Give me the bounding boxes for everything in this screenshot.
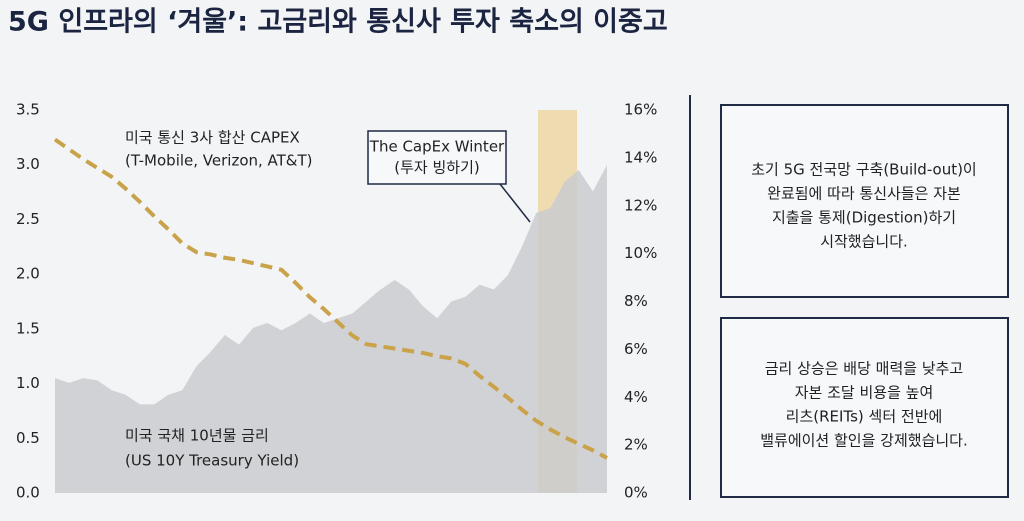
- note-text: 자본 조달 비용을 높여: [795, 384, 934, 402]
- y-tick-label: 2.5: [16, 210, 40, 228]
- y-tick-label: 1.0: [16, 374, 40, 392]
- series-label: 미국 국채 10년물 금리: [125, 427, 269, 445]
- series-label: 미국 통신 3사 합산 CAPEX: [125, 129, 300, 147]
- note-text: 완료됨에 따라 통신사들은 자본: [767, 185, 961, 203]
- note-text: 지출을 통제(Digestion)하기: [772, 209, 956, 227]
- note-box: [720, 317, 1009, 498]
- callout-box: [367, 130, 507, 185]
- title: 5G 인프라의 ‘겨울’: 고금리와 통신사 투자 축소의 이중고: [8, 7, 668, 38]
- y2-tick-label: 14%: [624, 148, 657, 166]
- series-sublabel: (T-Mobile, Verizon, AT&T): [125, 152, 313, 170]
- callout-text: (투자 빙하기): [394, 159, 479, 177]
- note-box: [720, 104, 1009, 298]
- note-text: 초기 5G 전국망 구축(Build-out)이: [751, 161, 977, 179]
- y-tick-label: 1.5: [16, 319, 40, 337]
- note-text: 밸류에이션 할인을 강제했습니다.: [760, 432, 968, 450]
- y-tick-label: 0.5: [16, 429, 40, 447]
- y2-tick-label: 0%: [624, 484, 648, 502]
- y2-tick-label: 2%: [624, 436, 648, 454]
- y2-tick-label: 8%: [624, 292, 648, 310]
- y-tick-label: 3.0: [16, 155, 40, 173]
- y-tick-label: 0.0: [16, 484, 40, 502]
- y-tick-label: 2.0: [16, 265, 40, 283]
- y2-tick-label: 10%: [624, 244, 657, 262]
- callout-text: The CapEx Winter: [369, 138, 505, 156]
- note-text: 리츠(REITs) 섹터 전반에: [786, 408, 943, 426]
- capex-line: [53, 137, 608, 460]
- note-text: 금리 상승은 배당 매력을 낮추고: [765, 360, 963, 378]
- note-text: 시작했습니다.: [820, 233, 908, 251]
- y2-tick-label: 12%: [624, 196, 657, 214]
- callout-pointer: [499, 183, 531, 223]
- y2-tick-label: 6%: [624, 340, 648, 358]
- y2-tick-label: 4%: [624, 388, 648, 406]
- yield-area: [55, 165, 607, 493]
- y2-tick-label: 16%: [624, 101, 657, 119]
- chart: 0.0 0.5 1.0 1.5 2.0 2.5 3.0 3.5 0% 2% 4% 6% 8% 10% 12%…: [16, 101, 657, 502]
- y-tick-label: 3.5: [16, 101, 40, 119]
- series-sublabel: (US 10Y Treasury Yield): [125, 452, 299, 470]
